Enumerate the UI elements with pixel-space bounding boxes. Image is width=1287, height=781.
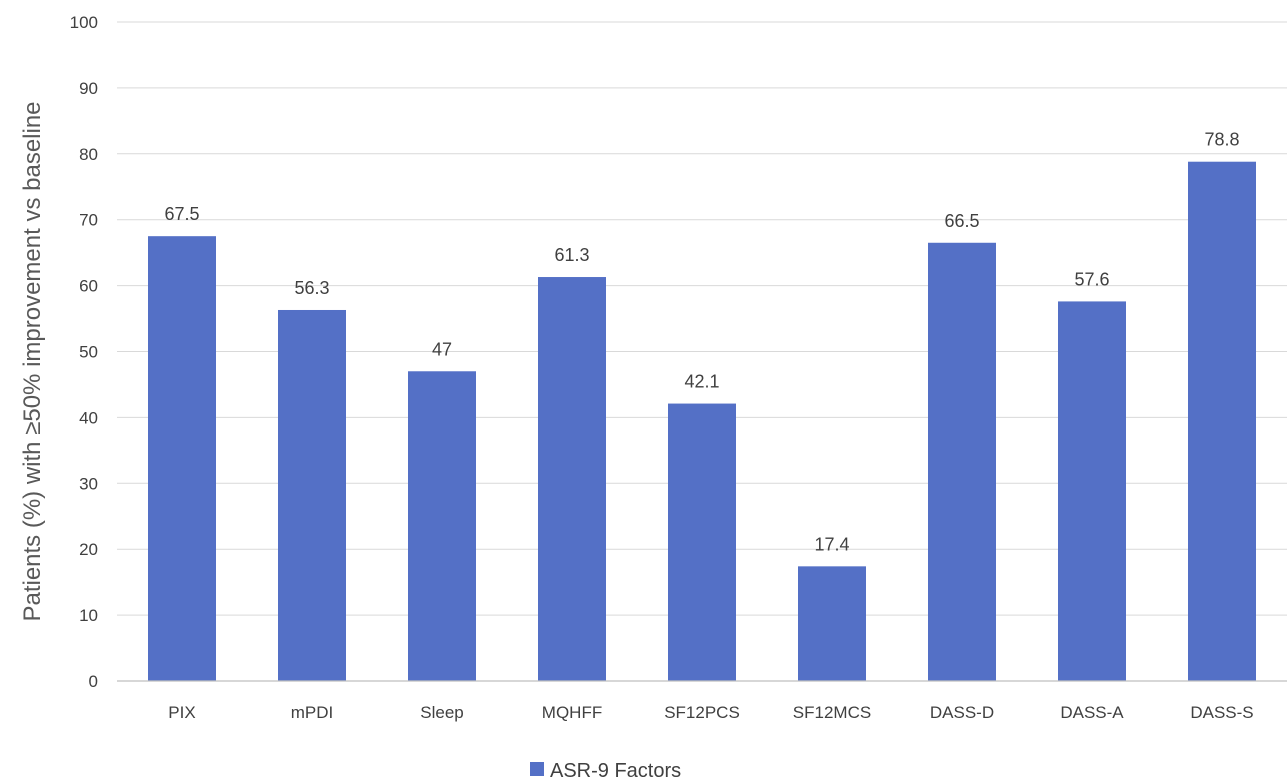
y-tick-label-30: 30 bbox=[79, 474, 98, 493]
bar-Sleep bbox=[408, 371, 476, 681]
y-tick-label-60: 60 bbox=[79, 277, 98, 296]
y-tick-label-40: 40 bbox=[79, 408, 98, 427]
data-label-MQHFF: 61.3 bbox=[554, 245, 589, 265]
bar-SF12PCS bbox=[668, 403, 736, 681]
legend-swatch bbox=[530, 762, 544, 776]
x-category-label-mPDI: mPDI bbox=[291, 703, 334, 722]
data-label-Sleep: 47 bbox=[432, 339, 452, 359]
y-axis-title: Patients (%) with ≥50% improvement vs ba… bbox=[19, 101, 46, 621]
x-category-label-PIX: PIX bbox=[168, 703, 195, 722]
bar-DASS-D bbox=[928, 242, 996, 681]
y-tick-label-90: 90 bbox=[79, 79, 98, 98]
y-axis-ticks: 0 10 20 30 40 50 60 70 80 90 100 bbox=[70, 13, 98, 691]
legend: ASR-9 Factors bbox=[530, 760, 681, 781]
x-axis-categories: PIX mPDI Sleep MQHFF SF12PCS SF12MCS DASS-D DAS… bbox=[168, 703, 1253, 722]
x-category-label-MQHFF: MQHFF bbox=[542, 703, 602, 722]
y-tick-label-100: 100 bbox=[70, 13, 98, 32]
y-tick-label-0: 0 bbox=[89, 672, 98, 691]
bar-MQHFF bbox=[538, 277, 606, 681]
bar-SF12MCS bbox=[798, 566, 866, 681]
y-tick-label-50: 50 bbox=[79, 343, 98, 362]
data-label-DASS-S: 78.8 bbox=[1204, 130, 1239, 150]
data-label-DASS-D: 66.5 bbox=[944, 211, 979, 231]
legend-label: ASR-9 Factors bbox=[550, 760, 681, 781]
bar-DASS-S bbox=[1188, 161, 1256, 681]
x-category-label-Sleep: Sleep bbox=[420, 703, 463, 722]
data-labels: 67.5 56.3 47 61.3 42.1 17.4 66.5 57.6 78.8 bbox=[164, 130, 1239, 555]
bar-PIX bbox=[148, 236, 216, 682]
data-label-DASS-A: 57.6 bbox=[1074, 269, 1109, 289]
bars bbox=[148, 161, 1256, 682]
y-tick-label-70: 70 bbox=[79, 211, 98, 230]
bar-DASS-A bbox=[1058, 301, 1126, 681]
x-category-label-SF12MCS: SF12MCS bbox=[793, 703, 871, 722]
y-tick-label-10: 10 bbox=[79, 606, 98, 625]
data-label-SF12PCS: 42.1 bbox=[684, 372, 719, 392]
data-label-mPDI: 56.3 bbox=[294, 278, 329, 298]
bar-mPDI bbox=[278, 309, 346, 681]
data-label-PIX: 67.5 bbox=[164, 204, 199, 224]
x-category-label-DASS-S: DASS-S bbox=[1190, 703, 1253, 722]
x-category-label-DASS-A: DASS-A bbox=[1060, 703, 1124, 722]
data-label-SF12MCS: 17.4 bbox=[814, 534, 849, 554]
y-tick-label-80: 80 bbox=[79, 145, 98, 164]
x-category-label-SF12PCS: SF12PCS bbox=[664, 703, 740, 722]
x-category-label-DASS-D: DASS-D bbox=[930, 703, 994, 722]
y-tick-label-20: 20 bbox=[79, 540, 98, 559]
